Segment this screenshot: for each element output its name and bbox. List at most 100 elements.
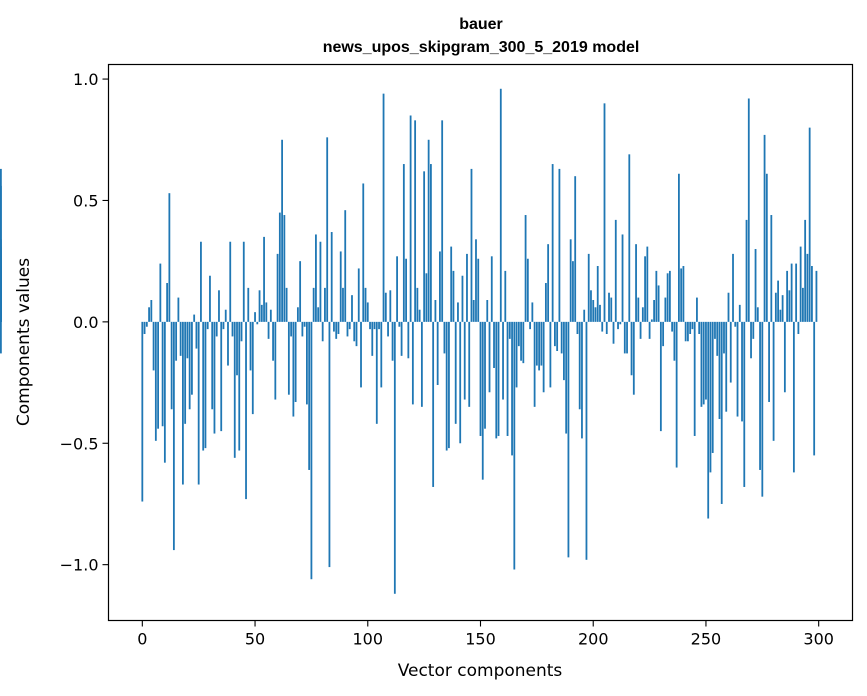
bar-129 [432,321,435,487]
bar-90 [344,210,347,322]
bar-70 [299,261,302,322]
bar-289 [792,321,795,473]
bar-102 [371,321,374,356]
bar-179 [544,283,547,322]
bar-64 [285,287,288,322]
bar-24 [195,321,198,349]
bar-7 [157,321,159,429]
bar-185 [558,168,561,322]
bar-43 [238,321,241,451]
bar-285 [783,321,786,393]
bar-33 [215,321,218,337]
bar-213 [621,234,624,322]
bar-65 [287,321,290,395]
bar-130 [434,300,437,322]
bar-245 [693,321,696,436]
y-axis-ticks: −1.0 −0.5 0.0 0.5 1.0 [60,70,109,575]
bar-12 [168,193,171,322]
bar-159 [499,88,502,322]
bar-95 [355,321,358,347]
bar-30 [209,275,211,322]
bar-274 [759,321,761,470]
chart-title: bauer [459,16,503,33]
bar-124 [420,321,423,407]
bar-182 [551,164,554,322]
bar-123 [418,309,421,322]
bar-151 [481,321,484,480]
bar-40 [231,321,234,337]
bar-63 [283,215,286,322]
bar-42 [236,321,238,376]
bar-82 [326,137,329,322]
bar-152 [484,321,486,429]
bar-169 [522,321,525,364]
bar-108 [384,292,387,322]
bar-202 [596,266,599,322]
bar-251 [707,321,710,519]
bar-268 [745,219,748,322]
bar-17 [179,321,182,356]
bar-239 [680,268,683,322]
bar-153 [486,300,489,322]
bar-298 [813,321,816,456]
bar-295 [806,253,809,322]
bar-270 [750,321,752,359]
bar-48 [249,321,252,371]
bar-127 [427,139,430,322]
bar-62 [281,139,283,322]
bar-219 [635,244,637,322]
bar-10 [163,321,166,463]
bar-94 [353,321,356,342]
bar-175 [535,321,538,366]
bar-78 [317,307,320,322]
bar-282 [777,280,779,322]
bar-238 [678,173,680,322]
bar-32 [213,321,216,434]
bar-45 [242,241,245,322]
bar-92 [348,321,351,330]
bar-198 [587,253,590,322]
bar-261 [729,321,732,383]
bar-113 [396,256,398,322]
bar-66 [290,321,293,337]
bar-79 [319,241,322,322]
bar-139 [454,321,457,424]
bar-262 [732,253,734,322]
y-axis-label: Components values [14,258,34,426]
bar-177 [540,321,543,366]
bar-15 [175,321,178,361]
bar-14 [172,321,175,551]
bar-148 [475,239,477,322]
bar-93 [351,295,353,322]
bar-255 [716,321,719,356]
bar-224 [646,246,649,322]
bar-216 [628,154,631,322]
bar-241 [684,321,687,342]
bar-36 [222,321,225,330]
bar-29 [206,321,209,330]
bar-undefined [0,239,2,322]
bar-252 [709,321,712,473]
bar-52 [258,290,261,322]
bar-46 [245,321,247,500]
bar-11 [166,283,169,322]
bar-112 [393,321,396,594]
bar-240 [682,266,685,322]
bar-85 [333,321,335,332]
bar-50 [254,312,256,322]
bar-244 [691,321,694,330]
bar-84 [330,232,333,322]
bar-191 [572,261,574,322]
bar-131 [436,321,439,385]
bar-20 [186,321,189,359]
bar-297 [811,266,813,322]
bar-265 [738,304,741,322]
bar-194 [578,321,581,410]
bar-186 [560,321,563,354]
x-tick-label: 300 [803,630,834,649]
bar-101 [369,321,371,330]
bar-209 [612,321,615,344]
bar-28 [204,321,207,449]
bar-149 [477,258,480,322]
